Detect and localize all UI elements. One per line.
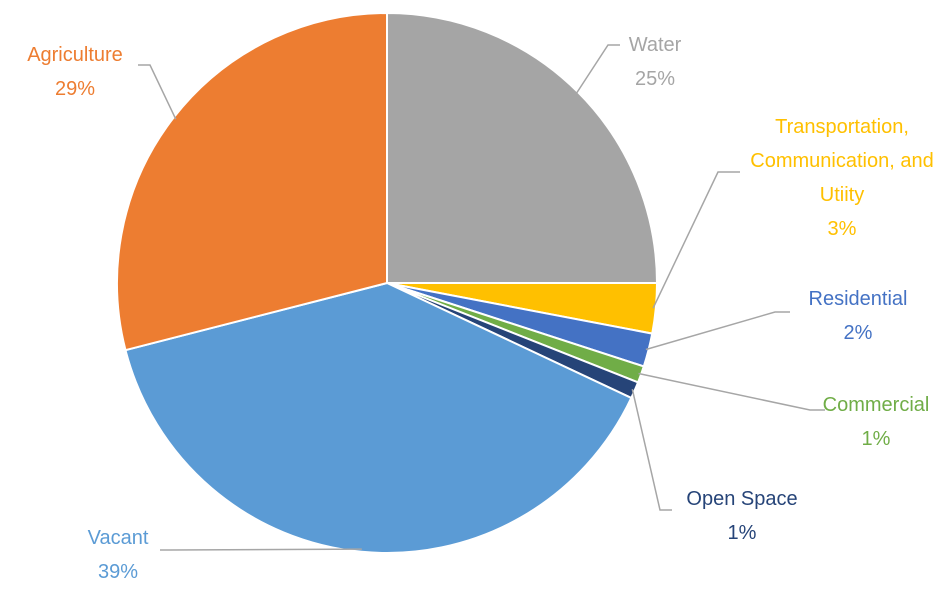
data-label: Commercial 1% xyxy=(806,388,946,456)
data-label: Vacant 39% xyxy=(58,521,178,589)
pie-slice xyxy=(116,11,388,352)
leader-line xyxy=(652,171,740,309)
leader-line xyxy=(638,372,825,411)
leader-line xyxy=(138,64,177,120)
category-label: Residential xyxy=(808,288,908,310)
value-label: 3% xyxy=(827,218,857,240)
data-label: Agriculture 29% xyxy=(5,38,145,106)
category-label: Vacant xyxy=(87,527,149,549)
leader-line xyxy=(575,44,620,95)
category-label: Transportation, Communication, and Utiit… xyxy=(750,116,934,206)
value-label: 25% xyxy=(634,68,676,90)
category-label: Open Space xyxy=(686,488,798,510)
data-label: Open Space 1% xyxy=(662,482,822,550)
value-label: 1% xyxy=(861,428,891,450)
category-label: Commercial xyxy=(822,394,930,416)
pie-slice xyxy=(124,281,633,554)
value-label: 29% xyxy=(54,78,96,100)
data-label: Water 25% xyxy=(590,28,720,96)
data-label: Residential 2% xyxy=(788,282,928,350)
leader-line xyxy=(645,311,790,351)
category-label: Agriculture xyxy=(27,44,123,66)
value-label: 1% xyxy=(727,522,757,544)
leader-line xyxy=(631,388,672,511)
category-label: Water xyxy=(628,34,682,56)
value-label: 2% xyxy=(843,322,873,344)
leader-line xyxy=(160,548,362,551)
data-label: Transportation, Communication, and Utiit… xyxy=(742,110,942,246)
value-label: 39% xyxy=(97,561,139,583)
